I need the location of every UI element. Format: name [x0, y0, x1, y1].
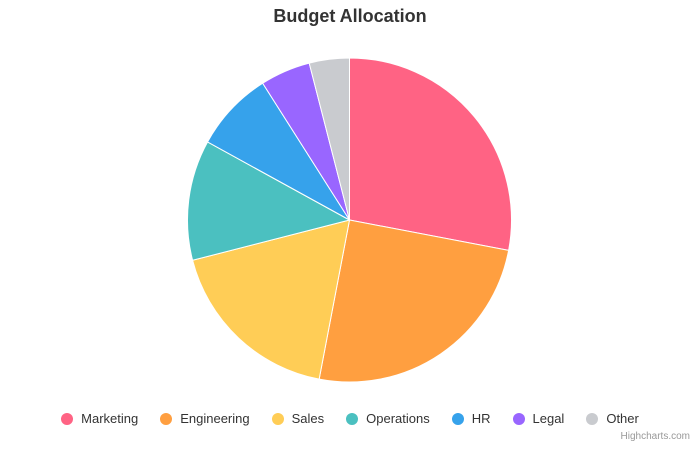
pie-slice-marketing[interactable]: [349, 57, 512, 251]
legend-item-sales[interactable]: Sales: [271, 411, 325, 426]
legend-item-legal[interactable]: Legal: [512, 411, 565, 426]
legend-item-hr[interactable]: HR: [451, 411, 491, 426]
legend-marker-icon: [160, 412, 173, 425]
pie-slice-operations[interactable]: [187, 141, 350, 261]
pie-slice-sales[interactable]: [192, 219, 350, 380]
legend-marker-icon: [271, 412, 284, 425]
legend-item-marketing[interactable]: Marketing: [61, 411, 138, 426]
legend-item-operations[interactable]: Operations: [346, 411, 430, 426]
credits-link[interactable]: Highcharts.com: [620, 431, 690, 442]
legend-label: Legal: [532, 411, 565, 426]
pie-slice-engineering[interactable]: [318, 219, 510, 383]
legend-label: Sales: [291, 411, 325, 426]
legend-label: HR: [471, 411, 491, 426]
legend-marker-icon: [512, 412, 525, 425]
legend-label: Operations: [366, 411, 430, 426]
legend-marker-icon: [586, 412, 599, 425]
pie-slices: [187, 57, 512, 383]
legend-marker-icon: [451, 412, 464, 425]
pie-slice-other[interactable]: [308, 57, 350, 221]
legend-item-other[interactable]: Other: [586, 411, 639, 426]
pie-chart: [187, 57, 512, 383]
legend-label: Other: [606, 411, 639, 426]
chart-title: Budget Allocation: [273, 6, 427, 26]
legend-label: Marketing: [81, 411, 139, 426]
legend-marker-icon: [346, 412, 359, 425]
legend: Marketing Engineering Sales Operations H…: [0, 411, 700, 426]
legend-marker-icon: [61, 412, 74, 425]
legend-item-engineering[interactable]: Engineering: [160, 411, 250, 426]
legend-label: Engineering: [180, 411, 250, 426]
